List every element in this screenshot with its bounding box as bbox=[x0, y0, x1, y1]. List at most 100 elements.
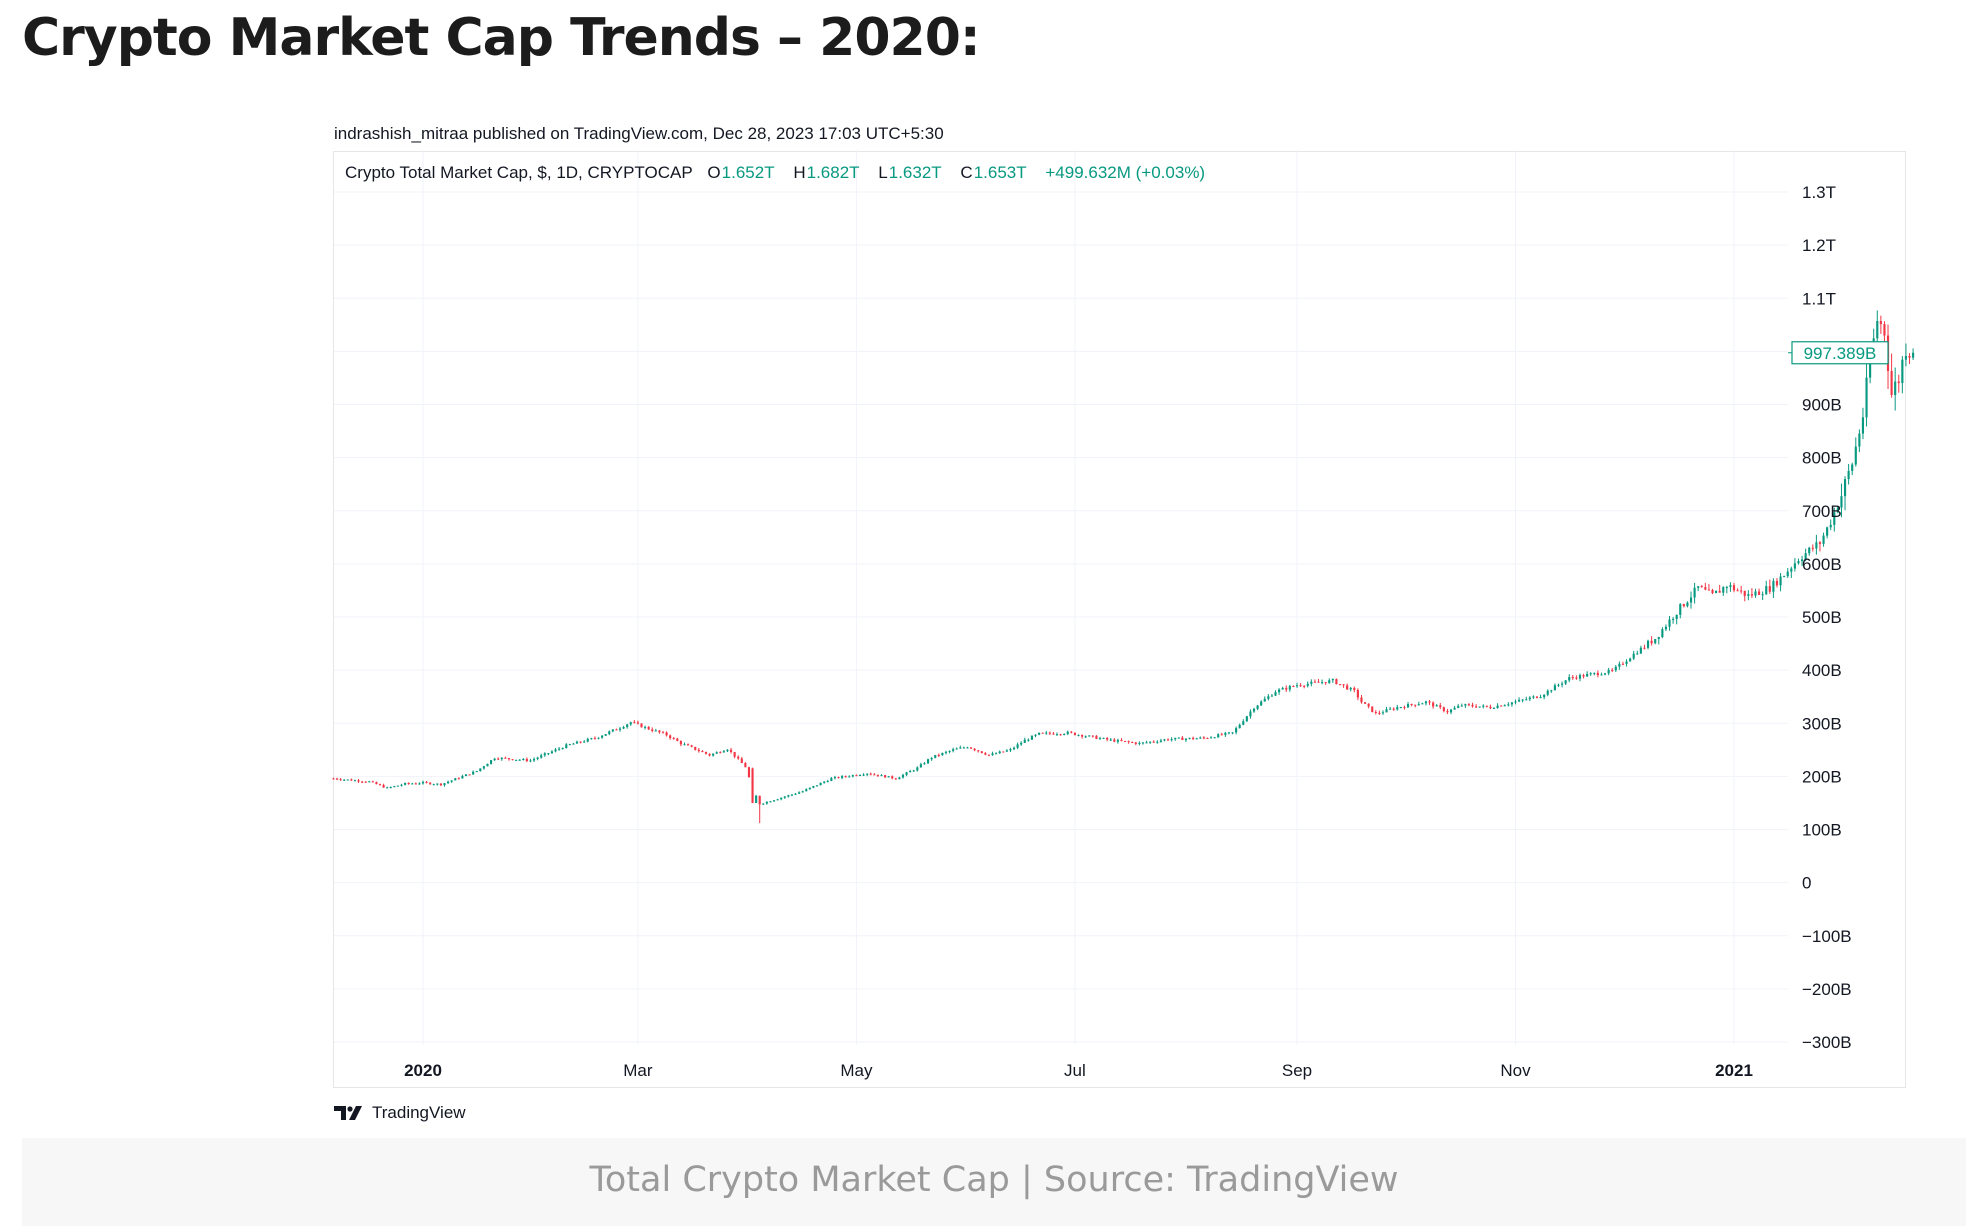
y-tick-label: 300B bbox=[1802, 714, 1842, 733]
candle-body bbox=[1399, 707, 1402, 709]
candle-body bbox=[335, 778, 339, 780]
candle-body bbox=[1593, 672, 1596, 674]
candle-body bbox=[1202, 737, 1205, 739]
candle-body bbox=[464, 774, 468, 777]
candle-body bbox=[1285, 687, 1288, 690]
candle-body bbox=[747, 767, 751, 778]
candle-body bbox=[439, 783, 442, 786]
candle-body bbox=[1800, 559, 1804, 562]
candle-body bbox=[1206, 738, 1209, 740]
candle-body bbox=[1686, 602, 1689, 607]
candle-body bbox=[1260, 701, 1263, 706]
candle-body bbox=[1213, 737, 1216, 739]
candle-body bbox=[626, 724, 629, 728]
candle-body bbox=[396, 785, 400, 787]
candle-body bbox=[1485, 705, 1488, 707]
candle-body bbox=[995, 753, 998, 755]
candle-body bbox=[543, 753, 546, 756]
candle-body bbox=[962, 747, 965, 749]
candle-body bbox=[1894, 381, 1897, 395]
candle-body bbox=[389, 787, 392, 789]
y-tick-label: 900B bbox=[1802, 396, 1842, 415]
candle-body bbox=[1414, 704, 1417, 706]
candle-body bbox=[1732, 585, 1736, 591]
candle-body bbox=[1854, 446, 1857, 465]
candle-body bbox=[482, 766, 485, 769]
candle-body bbox=[1607, 669, 1610, 674]
candle-body bbox=[532, 759, 536, 761]
candle-body bbox=[568, 744, 571, 746]
candle-body bbox=[1478, 706, 1481, 708]
candle-body bbox=[1693, 587, 1696, 598]
candle-body bbox=[1586, 673, 1589, 677]
candle-body bbox=[1123, 740, 1127, 742]
candle-body bbox=[1267, 696, 1270, 699]
candle-body bbox=[1707, 589, 1711, 591]
candle-body bbox=[1639, 647, 1642, 654]
candle-body bbox=[511, 759, 514, 761]
last-price-label: 997.389B bbox=[1804, 344, 1877, 363]
candle-body bbox=[1843, 479, 1847, 497]
candle-body bbox=[1826, 527, 1829, 536]
candle-body bbox=[1385, 709, 1388, 713]
candle-body bbox=[780, 797, 783, 800]
candle-body bbox=[421, 781, 425, 784]
candle-body bbox=[1543, 694, 1546, 698]
candle-body bbox=[1217, 734, 1220, 738]
candle-body bbox=[432, 784, 435, 786]
candle-body bbox=[1679, 604, 1682, 615]
candle-body bbox=[665, 732, 668, 736]
candle-body bbox=[1156, 741, 1159, 743]
candle-body bbox=[1349, 687, 1352, 690]
candle-body bbox=[1847, 470, 1850, 480]
x-tick-label: Jul bbox=[1064, 1061, 1086, 1080]
candle-body bbox=[1571, 677, 1574, 679]
candle-body bbox=[1292, 685, 1295, 687]
candle-body bbox=[536, 757, 539, 760]
candle-body bbox=[1618, 663, 1621, 667]
candle-body bbox=[729, 749, 733, 752]
candle-body bbox=[1675, 614, 1678, 620]
candle-body bbox=[1102, 737, 1105, 739]
candle-body bbox=[1238, 724, 1241, 729]
candle-body bbox=[1643, 647, 1646, 649]
candle-body bbox=[1403, 707, 1406, 709]
candle-body bbox=[1378, 712, 1381, 714]
legend-low-label: L bbox=[878, 163, 888, 182]
candle-body bbox=[651, 729, 654, 731]
candle-body bbox=[1306, 683, 1309, 686]
candle-body bbox=[930, 757, 933, 760]
candle-body bbox=[1195, 738, 1198, 740]
candle-body bbox=[1041, 732, 1044, 734]
candle-body bbox=[909, 771, 912, 773]
candle-body bbox=[565, 744, 568, 749]
candle-body bbox=[1188, 737, 1191, 739]
candle-body bbox=[1149, 741, 1152, 743]
y-tick-label: 100B bbox=[1802, 821, 1842, 840]
candle-body bbox=[1510, 702, 1513, 705]
candle-body bbox=[1270, 695, 1274, 697]
candle-body bbox=[1442, 707, 1445, 712]
candle-body bbox=[1098, 738, 1102, 740]
candle-body bbox=[998, 751, 1001, 754]
candle-body bbox=[1704, 587, 1707, 590]
ohlc-legend: Crypto Total Market Cap, $, 1D, CRYPTOCA… bbox=[345, 163, 1205, 183]
candle-body bbox=[798, 792, 801, 794]
candle-body bbox=[375, 782, 378, 785]
candle-body bbox=[343, 779, 346, 781]
candle-body bbox=[364, 781, 367, 783]
candle-body bbox=[1231, 732, 1234, 734]
candle-body bbox=[1482, 705, 1485, 707]
candle-body bbox=[1507, 704, 1510, 706]
candle-body bbox=[1865, 377, 1868, 418]
candle-body bbox=[1252, 708, 1256, 712]
candle-body bbox=[1503, 705, 1506, 707]
candle-body bbox=[1063, 733, 1066, 735]
candle-body bbox=[1636, 653, 1639, 655]
legend-change: +499.632M (+0.03%) bbox=[1045, 163, 1206, 182]
tradingview-logo[interactable]: TradingView bbox=[334, 1103, 466, 1123]
candle-body bbox=[504, 757, 507, 759]
candle-body bbox=[679, 741, 682, 745]
candle-body bbox=[468, 774, 471, 776]
